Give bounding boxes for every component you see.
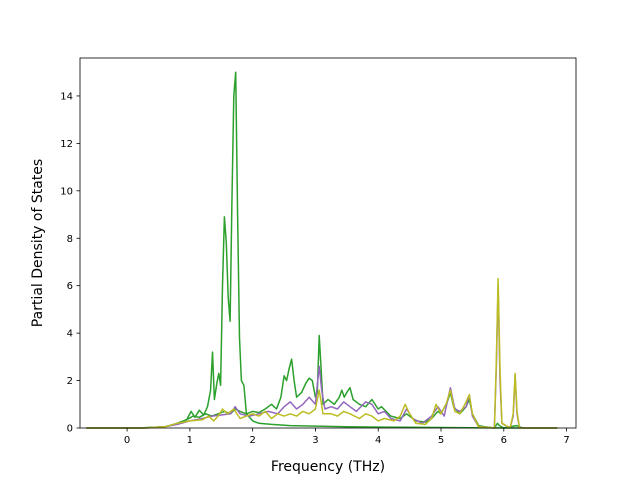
x-tick-label: 3 [312,435,318,446]
y-axis-label: Partial Density of States [30,159,46,327]
y-tick-label: 10 [60,186,73,197]
plot-frame [79,57,577,429]
x-tick-label: 0 [124,435,130,446]
y-tick-label: 8 [67,234,73,245]
x-tick-label: 1 [187,435,193,446]
series-line-4 [86,277,558,429]
x-axis-ticks: 0 1 2 3 4 5 6 7 [124,428,570,446]
x-tick-label: 4 [375,435,381,446]
x-tick-label: 5 [438,435,444,446]
series-line-1 [86,71,558,429]
y-tick-label: 4 [67,329,73,340]
x-axis-label: Frequency (THz) [271,459,385,475]
x-tick-label: 6 [501,435,507,446]
y-axis-ticks: 0 2 4 6 8 10 12 14 [60,91,80,435]
x-tick-label: 2 [249,435,255,446]
y-tick-label: 6 [67,281,73,292]
x-tick-label: 7 [563,435,569,446]
y-tick-label: 0 [67,424,73,435]
y-tick-label: 12 [60,139,73,150]
y-tick-label: 14 [60,91,73,102]
plot-series [86,71,558,429]
y-tick-label: 2 [67,376,73,387]
